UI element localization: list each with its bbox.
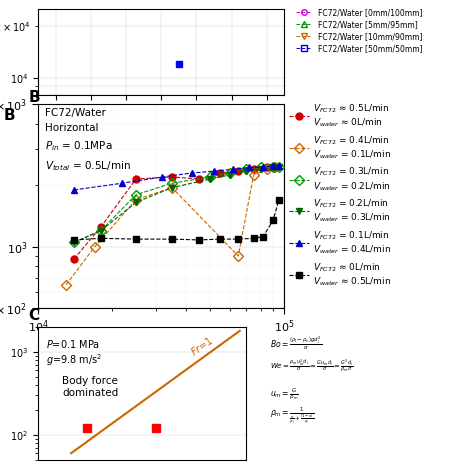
Text: C: C bbox=[28, 308, 39, 323]
Text: B: B bbox=[3, 109, 15, 123]
Text: $Fr$=1: $Fr$=1 bbox=[188, 334, 216, 358]
Text: $P$=0.1 MPa
$g$=9.8 m/s$^2$: $P$=0.1 MPa $g$=9.8 m/s$^2$ bbox=[46, 337, 102, 368]
Text: $We = \frac{\rho_m u_m^2 d_i}{\sigma} = \frac{Gu_m d_i}{\sigma} = \frac{G^2 d_i}: $We = \frac{\rho_m u_m^2 d_i}{\sigma} = … bbox=[270, 358, 354, 375]
Text: $\rho_m = \frac{1}{\frac{x}{\rho_l} + \frac{(1-x)}{\rho_l}}$: $\rho_m = \frac{1}{\frac{x}{\rho_l} + \f… bbox=[270, 405, 315, 426]
X-axis label: $T_w$ °C: $T_w$ °C bbox=[146, 116, 177, 130]
Text: Body force
dominated: Body force dominated bbox=[62, 376, 118, 398]
X-axis label: $q$ W/m$^2$: $q$ W/m$^2$ bbox=[137, 338, 185, 357]
Text: FC72/Water
Horizontal
$P_{in}$ = 0.1MPa
$V_{total}$ = 0.5L/min: FC72/Water Horizontal $P_{in}$ = 0.1MPa … bbox=[46, 109, 131, 173]
Text: $Bo = \frac{(\rho_l - \rho_v)gd_i^2}{\sigma}$: $Bo = \frac{(\rho_l - \rho_v)gd_i^2}{\si… bbox=[270, 334, 322, 352]
Legend: $V_{FC72}$ ≈ 0.5L/min
$V_{water}$ ≈ 0L/min, $V_{FC72}$ = 0.4L/min
$V_{water}$ = : $V_{FC72}$ ≈ 0.5L/min $V_{water}$ ≈ 0L/m… bbox=[289, 102, 391, 288]
Text: $u_m = \frac{G}{\rho_m}$: $u_m = \frac{G}{\rho_m}$ bbox=[270, 386, 299, 402]
Text: B: B bbox=[28, 90, 40, 105]
Legend: FC72/Water [0mm/100mm], FC72/Water [5mm/95mm], FC72/Water [10mm/90mm], FC72/Wate: FC72/Water [0mm/100mm], FC72/Water [5mm/… bbox=[293, 5, 425, 56]
